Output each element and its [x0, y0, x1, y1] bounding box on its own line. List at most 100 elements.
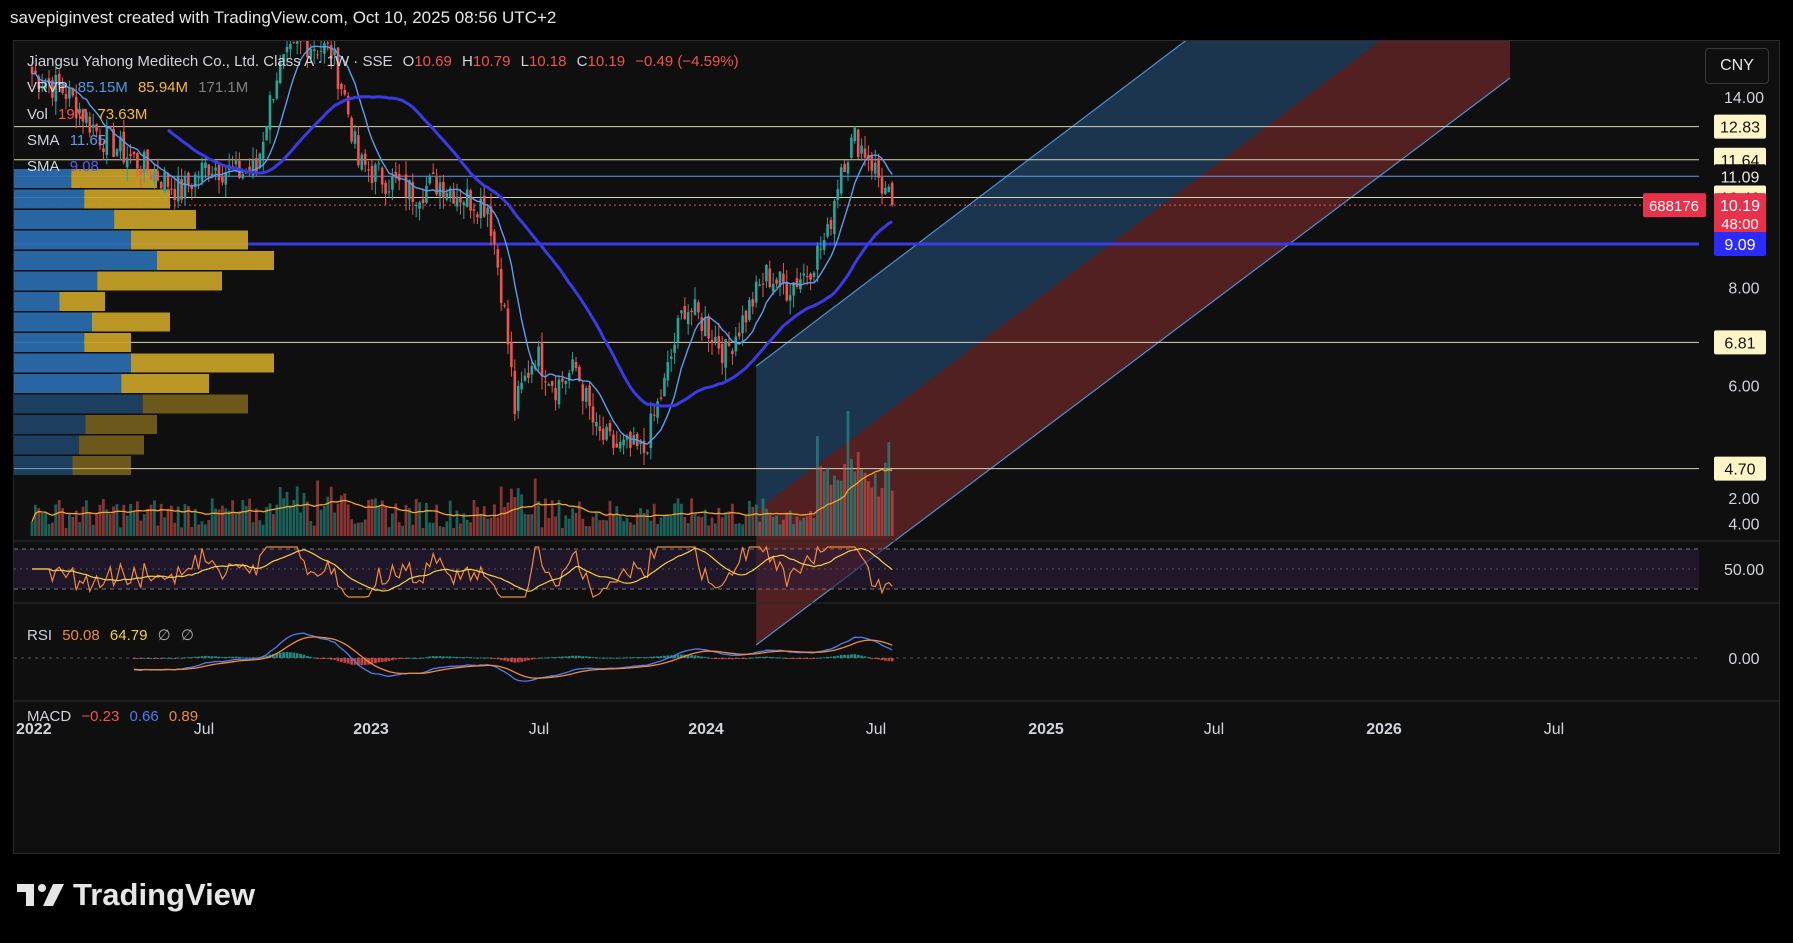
- macd-histogram-bar: [754, 657, 758, 659]
- volume-bar: [91, 524, 95, 536]
- volume-bar: [479, 514, 483, 536]
- volume-bar: [64, 527, 68, 536]
- symbol-code-label: 688176: [1649, 198, 1699, 215]
- sma-fast-legend[interactable]: SMA 11.65: [27, 132, 112, 149]
- volume-bar: [180, 527, 183, 536]
- candle-body: [880, 177, 884, 194]
- volume-bar: [275, 504, 279, 536]
- macd-histogram-bar: [646, 657, 649, 659]
- candle-body: [567, 373, 571, 381]
- volume-bar: [680, 503, 683, 536]
- volume-bar: [816, 436, 819, 536]
- volume-bar: [554, 516, 557, 536]
- macd-line: [133, 632, 893, 682]
- volume-bar: [792, 524, 795, 536]
- volume-bar: [853, 471, 857, 536]
- candle-body: [448, 188, 452, 197]
- macd-histogram-bar: [816, 657, 819, 659]
- vrvp-up-bar: [14, 251, 157, 270]
- vrvp-total-value: 171.1M: [198, 79, 249, 96]
- macd-histogram-bar: [343, 658, 347, 663]
- candle-body: [193, 174, 197, 188]
- macd-histogram-bar: [173, 658, 177, 659]
- macd-histogram-bar: [183, 657, 187, 659]
- candle-body: [734, 336, 738, 352]
- chart-area[interactable]: 14.008.006.004.002.0012.8311.6411.0910.4…: [13, 40, 1780, 854]
- macd-histogram-bar: [720, 658, 724, 660]
- volume-bar: [122, 504, 126, 536]
- candle-body: [571, 359, 574, 372]
- volume-bar: [850, 458, 853, 536]
- candle-body: [323, 43, 326, 54]
- channel-top-line: [755, 41, 1187, 367]
- volume-bar: [299, 512, 302, 536]
- vrvp-down-bar: [97, 271, 222, 291]
- macd-histogram-bar: [506, 658, 510, 662]
- volume-bar: [136, 501, 139, 536]
- volume-bar: [302, 493, 306, 536]
- volume-bar: [615, 506, 619, 536]
- macd-histogram-bar: [380, 658, 384, 662]
- volume-bar: [809, 510, 812, 536]
- sma-slow-legend[interactable]: SMA 9.08: [27, 158, 105, 175]
- candle-body: [68, 87, 71, 99]
- candle-body: [251, 160, 255, 176]
- sma-level-box: [1714, 232, 1766, 257]
- volume-bar: [34, 504, 37, 536]
- candle-body: [693, 299, 697, 315]
- candle-body: [805, 275, 809, 277]
- vrvp-down-bar: [85, 415, 157, 434]
- macd-histogram-bar: [489, 658, 493, 659]
- macd-histogram-bar: [635, 657, 639, 659]
- rsi-legend[interactable]: RSI 50.08 64.79 ∅ ∅: [27, 626, 200, 644]
- macd-histogram-bar: [795, 658, 799, 659]
- macd-histogram-bar: [656, 656, 659, 658]
- currency-button[interactable]: CNY: [1705, 48, 1769, 84]
- volume-bar: [210, 498, 214, 536]
- macd-legend[interactable]: MACD −0.23 0.66 0.89: [27, 708, 204, 725]
- volume-bar: [40, 513, 44, 536]
- macd-histogram-bar: [190, 657, 194, 659]
- volume-bar: [836, 480, 840, 536]
- vrvp-up-bar: [14, 210, 115, 229]
- volume-bar: [540, 527, 544, 536]
- macd-histogram-bar: [625, 657, 629, 659]
- macd-label: MACD: [27, 708, 72, 725]
- candle-body: [856, 129, 860, 158]
- volume-bar: [486, 518, 489, 536]
- vrvp-up-bar: [14, 415, 86, 434]
- candle-body: [839, 167, 843, 194]
- macd-histogram-bar: [176, 657, 180, 659]
- candle-body: [183, 176, 187, 199]
- macd-histogram-bar: [782, 657, 785, 659]
- candle-body: [476, 214, 479, 218]
- volume-bar: [285, 491, 289, 536]
- price-chart-svg[interactable]: 14.008.006.004.002.0012.8311.6411.0910.4…: [14, 41, 1779, 853]
- macd-histogram-bar: [397, 658, 401, 659]
- volume-bar: [873, 473, 877, 536]
- candle-body: [411, 182, 415, 202]
- macd-histogram-bar: [292, 652, 296, 658]
- candle-body: [54, 74, 58, 102]
- macd-histogram-bar: [591, 657, 595, 659]
- volume-bar: [414, 498, 418, 536]
- vrvp-legend[interactable]: VRVP 85.15M 85.94M 171.1M: [27, 79, 254, 96]
- vrvp-down-bar: [84, 189, 170, 209]
- volume-bar: [57, 500, 61, 536]
- macd-histogram-bar: [316, 658, 319, 659]
- macd-histogram-bar: [248, 657, 251, 659]
- candle-body: [176, 176, 180, 202]
- volume-bar: [119, 527, 122, 536]
- volume-bar: [146, 508, 149, 536]
- tradingview-logo[interactable]: TradingView: [17, 877, 255, 913]
- candle-body: [489, 206, 493, 236]
- volume-bar: [81, 506, 85, 536]
- current-price-box: [1714, 193, 1766, 234]
- macd-histogram-bar: [605, 657, 608, 659]
- candle-body: [105, 127, 109, 155]
- volume-bar: [231, 500, 234, 536]
- vol-legend[interactable]: Vol 19M 73.63M: [27, 106, 153, 123]
- candle-body: [591, 406, 595, 423]
- macd-histogram-bar: [523, 658, 527, 662]
- candle-body: [71, 88, 75, 96]
